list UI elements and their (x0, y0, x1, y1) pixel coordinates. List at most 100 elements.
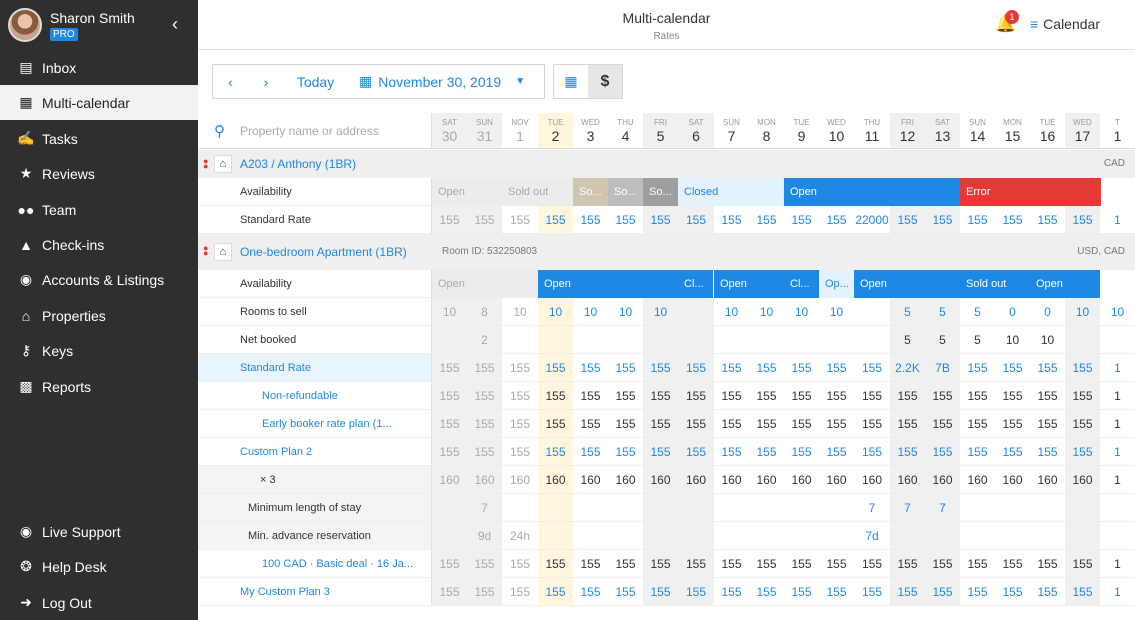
rate-cell[interactable]: 155 (749, 410, 784, 438)
nav-reviews[interactable]: ★ Reviews (0, 156, 198, 191)
rate-cell[interactable]: 155 (467, 550, 502, 578)
rate-cell[interactable]: 155 (432, 206, 467, 234)
rate-cell[interactable]: 155 (678, 354, 714, 382)
rate-cell[interactable]: 155 (714, 410, 749, 438)
row-label[interactable]: Non-refundable (198, 382, 432, 410)
rate-cell[interactable]: 1 (1100, 410, 1135, 438)
rate-cell[interactable]: 155 (749, 550, 784, 578)
rate-cell[interactable]: 10 (714, 298, 749, 326)
rate-cell[interactable] (608, 494, 643, 522)
rate-cell[interactable]: 155 (573, 206, 608, 234)
rate-cell[interactable]: 155 (643, 354, 678, 382)
rate-cell[interactable]: 1 (1100, 578, 1135, 606)
rate-cell[interactable]: 155 (643, 550, 678, 578)
rate-cell[interactable]: 155 (960, 410, 995, 438)
rate-cell[interactable]: 160 (678, 466, 714, 494)
availability-bar[interactable]: Error (960, 178, 1101, 206)
rate-cell[interactable]: 160 (784, 466, 819, 494)
rate-cell[interactable]: 7B (925, 354, 960, 382)
rate-cell[interactable]: 155 (819, 550, 854, 578)
availability-bar[interactable]: Open (714, 270, 784, 298)
home-icon[interactable]: ⌂ (214, 155, 232, 173)
rate-cell[interactable]: 155 (819, 354, 854, 382)
rate-cell[interactable]: 155 (854, 382, 890, 410)
rate-cell[interactable]: 10 (1065, 298, 1100, 326)
rate-cell[interactable]: 160 (714, 466, 749, 494)
rate-cell[interactable]: 155 (995, 382, 1030, 410)
rate-cell[interactable]: 155 (960, 578, 995, 606)
rate-cell[interactable]: 155 (749, 382, 784, 410)
rate-cell[interactable]: 7 (925, 494, 960, 522)
rate-cell[interactable] (608, 326, 643, 354)
rate-cell[interactable] (678, 494, 714, 522)
availability-bar[interactable]: So... (608, 178, 643, 206)
rate-cell[interactable]: 155 (678, 578, 714, 606)
rate-cell[interactable] (678, 522, 714, 550)
rate-cell[interactable]: 155 (608, 382, 643, 410)
availability-bar[interactable]: Open (432, 270, 538, 298)
availability-bar[interactable]: Cl... (784, 270, 819, 298)
rate-cell[interactable]: 10 (784, 298, 819, 326)
rate-cell[interactable]: 155 (538, 550, 573, 578)
rates-view-button[interactable]: $ (588, 64, 623, 99)
rate-cell[interactable]: 155 (467, 354, 502, 382)
rate-cell[interactable]: 155 (1065, 354, 1100, 382)
rate-cell[interactable]: 10 (749, 298, 784, 326)
rate-cell[interactable]: 155 (573, 382, 608, 410)
rate-cell[interactable]: 155 (573, 578, 608, 606)
rate-cell[interactable] (995, 522, 1030, 550)
rate-cell[interactable]: 155 (573, 354, 608, 382)
rate-cell[interactable]: 155 (1030, 578, 1065, 606)
rate-cell[interactable]: 155 (1030, 206, 1065, 234)
rate-cell[interactable]: 160 (749, 466, 784, 494)
rate-cell[interactable]: 155 (608, 578, 643, 606)
rate-cell[interactable]: 155 (643, 206, 678, 234)
rate-cell[interactable]: 10 (432, 298, 467, 326)
rate-cell[interactable]: 155 (1065, 382, 1100, 410)
rate-cell[interactable] (819, 494, 854, 522)
rate-cell[interactable]: 10 (995, 326, 1030, 354)
rate-cell[interactable]: 7 (854, 494, 890, 522)
nav-check-ins[interactable]: ▲ Check-ins (0, 227, 198, 262)
rate-cell[interactable]: 155 (890, 578, 925, 606)
rate-cell[interactable]: 155 (784, 438, 819, 466)
rate-cell[interactable]: 160 (643, 466, 678, 494)
rate-cell[interactable]: 155 (995, 438, 1030, 466)
rate-cell[interactable] (714, 494, 749, 522)
rate-cell[interactable]: 155 (573, 410, 608, 438)
rate-cell[interactable] (960, 522, 995, 550)
rate-cell[interactable]: 10 (643, 298, 678, 326)
property-name[interactable]: A203 / Anthony (1BR) (240, 157, 357, 171)
rate-cell[interactable]: 160 (854, 466, 890, 494)
rate-cell[interactable]: 155 (467, 410, 502, 438)
rate-cell[interactable] (784, 522, 819, 550)
rate-cell[interactable]: 155 (960, 382, 995, 410)
rate-cell[interactable]: 155 (502, 438, 538, 466)
rate-cell[interactable]: 155 (819, 410, 854, 438)
nav-log-out[interactable]: ➜ Log Out (0, 585, 198, 620)
rate-cell[interactable]: 155 (608, 550, 643, 578)
rate-cell[interactable]: 155 (502, 550, 538, 578)
nav-team[interactable]: ●● Team (0, 192, 198, 227)
rate-cell[interactable]: 155 (854, 550, 890, 578)
rate-cell[interactable] (432, 522, 467, 550)
rate-cell[interactable] (714, 522, 749, 550)
rate-cell[interactable] (538, 494, 573, 522)
rate-cell[interactable]: 10 (819, 298, 854, 326)
nav-properties[interactable]: ⌂ Properties (0, 298, 198, 333)
rate-cell[interactable]: 155 (1030, 438, 1065, 466)
rate-cell[interactable]: 155 (960, 206, 995, 234)
rate-cell[interactable]: 155 (1065, 206, 1100, 234)
rate-cell[interactable] (1030, 494, 1065, 522)
rate-cell[interactable]: 155 (467, 438, 502, 466)
availability-bar[interactable]: Closed (678, 178, 784, 206)
rate-cell[interactable] (960, 494, 995, 522)
rate-cell[interactable]: 5 (890, 326, 925, 354)
rate-cell[interactable]: 155 (890, 382, 925, 410)
rate-cell[interactable]: 155 (925, 578, 960, 606)
rate-cell[interactable]: 7 (467, 494, 502, 522)
rate-cell[interactable] (854, 298, 890, 326)
rate-cell[interactable]: 155 (608, 410, 643, 438)
rate-cell[interactable]: 155 (1065, 410, 1100, 438)
rate-cell[interactable]: 155 (995, 354, 1030, 382)
